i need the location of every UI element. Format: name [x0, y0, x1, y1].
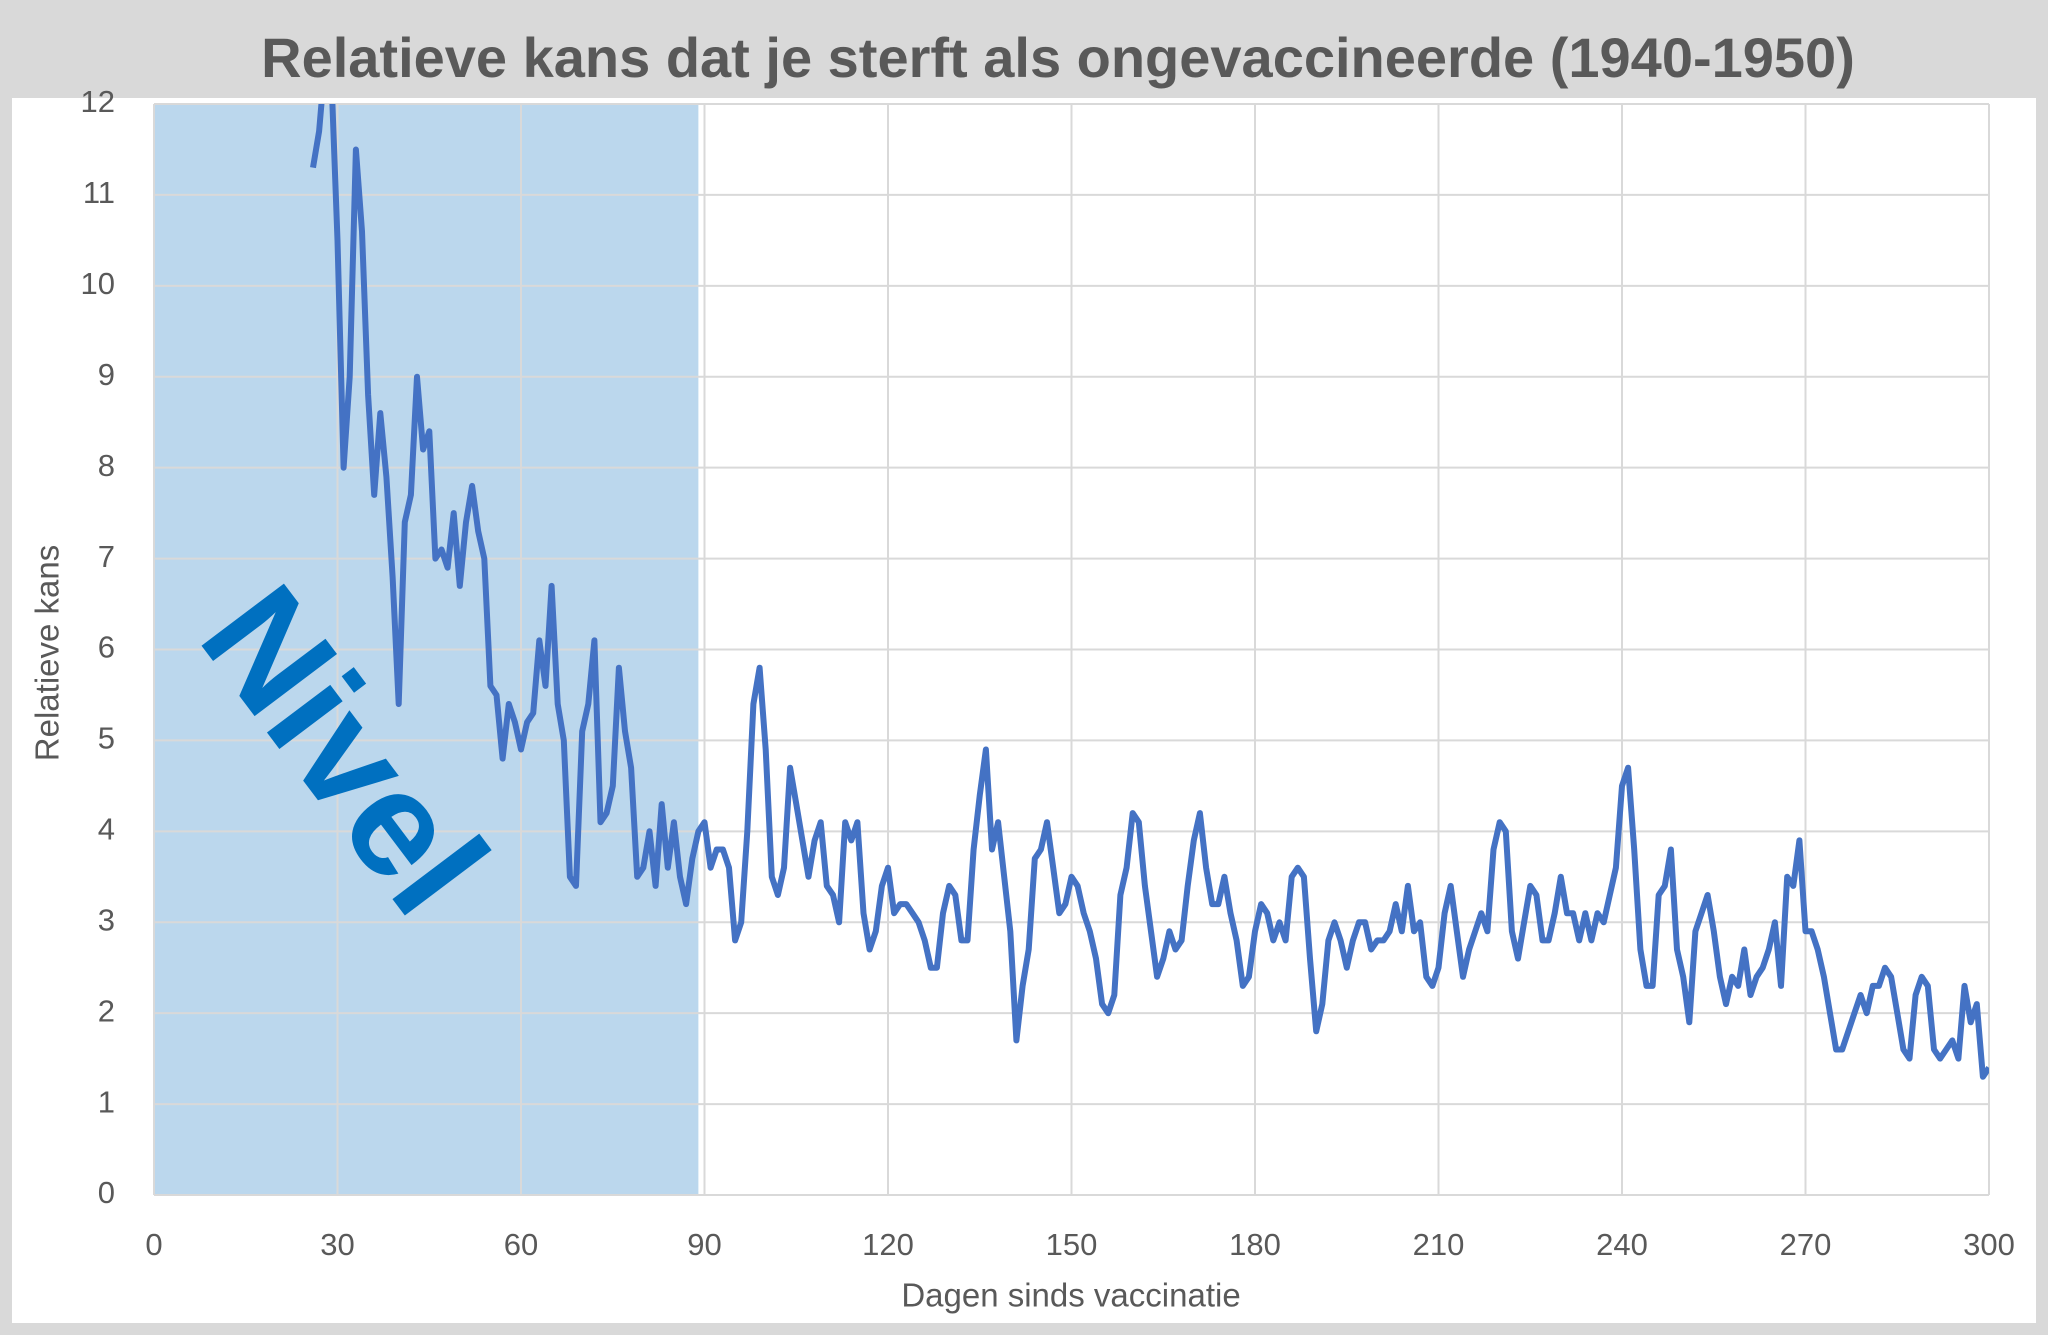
x-tick-label: 90: [687, 1227, 721, 1262]
y-tick-label: 4: [98, 812, 115, 847]
x-tick-label: 210: [1413, 1227, 1465, 1262]
x-tick-label: 240: [1596, 1227, 1648, 1262]
x-tick-label: 120: [862, 1227, 914, 1262]
y-tick-label: 5: [98, 721, 115, 756]
x-tick-label: 150: [1046, 1227, 1098, 1262]
data-line: [310, 104, 1989, 1080]
x-tick-label: 0: [145, 1227, 162, 1262]
plot-under: [153, 103, 1990, 1196]
y-tick-label: 7: [98, 539, 115, 574]
y-tick-label: 6: [98, 630, 115, 665]
y-tick-label: 3: [98, 902, 115, 937]
y-tick-label: 2: [98, 993, 115, 1028]
y-tick-label: 9: [98, 357, 115, 392]
x-tick-label: 60: [504, 1227, 538, 1262]
x-tick-label: 300: [1963, 1227, 2015, 1262]
y-tick-label: 11: [83, 175, 115, 210]
y-tick-label: 10: [81, 266, 115, 301]
y-tick-label: 1: [98, 1084, 115, 1119]
y-axis-title: Relatieve kans: [29, 545, 66, 761]
chart-title: Relatieve kans dat je sterft als ongevac…: [261, 26, 1855, 89]
x-tick-label: 30: [320, 1227, 354, 1262]
y-tick-label: 8: [98, 448, 115, 483]
x-tick-label: 180: [1229, 1227, 1281, 1262]
y-tick-label: 0: [98, 1175, 115, 1210]
x-tick-label: 270: [1780, 1227, 1832, 1262]
x-axis-title: Dagen sinds vaccinatie: [901, 1277, 1240, 1314]
y-tick-label: 12: [81, 84, 115, 119]
